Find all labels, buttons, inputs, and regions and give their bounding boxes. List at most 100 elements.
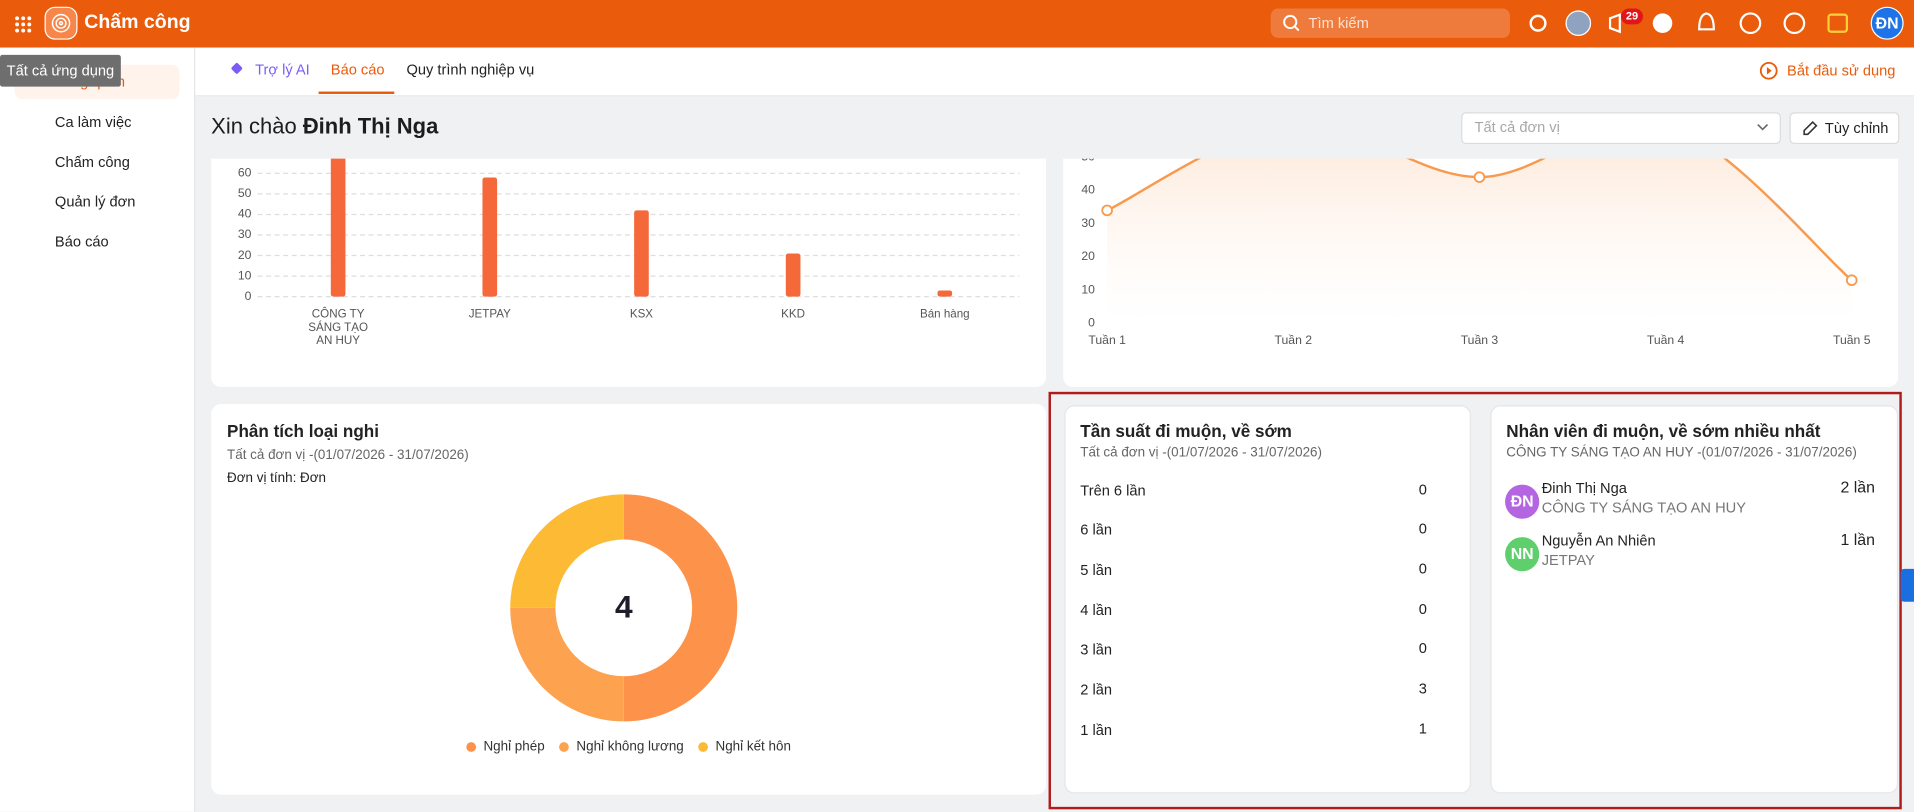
y-tick-label: 40	[238, 207, 252, 221]
line-point	[1101, 204, 1113, 217]
x-tick-label: KSX	[629, 307, 654, 322]
legend-label: Nghỉ kết hôn	[715, 739, 791, 755]
gift-icon[interactable]	[1827, 13, 1848, 33]
search-placeholder[interactable]: Tìm kiếm	[1308, 14, 1369, 32]
frequency-label[interactable]: 3 lần	[1080, 640, 1113, 658]
y-tick-label: 50	[1081, 159, 1095, 164]
x-tick-label: Tuần 2	[1275, 333, 1313, 347]
employees-title: Nhân viên đi muộn, về sớm nhiều nhất	[1506, 421, 1821, 441]
content-inner: 0 10 20 30 40 50 60 0 10 20 30 40 50 Tuần 1 Tuần 2 Tuần…	[195, 158, 1914, 812]
x-tick-label: JETPAY	[468, 307, 511, 322]
frequency-card	[1064, 405, 1471, 794]
line-area	[1107, 158, 1852, 324]
start-link[interactable]: Bắt đầu sử dụng	[1787, 62, 1896, 80]
highlight-box	[1048, 391, 1902, 810]
frequency-label[interactable]: 2 lần	[1080, 681, 1113, 699]
user-avatar[interactable]	[1870, 6, 1904, 40]
employees-card	[1490, 405, 1899, 794]
settings-icon[interactable]	[1529, 14, 1547, 32]
frequency-count: 3	[1418, 679, 1427, 697]
apps-icon[interactable]	[15, 16, 32, 33]
employee-avatar: ĐN	[1505, 484, 1540, 519]
frequency-label[interactable]: 1 lần	[1080, 721, 1113, 739]
content: 0 10 20 30 40 50 60 0 10 20 30 40 50 Tuần 1 Tuần 2 Tuần…	[195, 158, 1914, 812]
tab[interactable]: Trợ lý AI	[255, 61, 310, 79]
employee-name[interactable]: Nguyễn An Nhiên	[1541, 532, 1656, 550]
pie-title: Phân tích loại nghi	[227, 421, 379, 441]
pie-legend: Nghỉ phép Nghỉ không lương Nghỉ kết hôn	[211, 737, 1046, 757]
employee-count: 1 lần	[1840, 530, 1875, 549]
sidebar-item[interactable]: Báo cáo	[54, 233, 109, 251]
edit-icon	[1803, 120, 1818, 136]
legend-dot	[698, 742, 709, 752]
search-icon	[1294, 26, 1300, 32]
tab[interactable]: Báo cáo	[330, 61, 385, 79]
x-tick-label: Tuần 4	[1647, 333, 1685, 347]
y-tick-label: 30	[238, 227, 252, 241]
greeting-name: Đinh Thị Nga	[302, 114, 439, 139]
chat-icon[interactable]	[1652, 13, 1673, 33]
bar	[482, 177, 498, 297]
y-tick-label: 30	[1081, 216, 1095, 230]
sidebar-item[interactable]: Quản lý đơn	[54, 192, 136, 210]
pie-card	[211, 404, 1047, 795]
donut-slice	[623, 494, 738, 722]
frequency-count: 1	[1418, 720, 1427, 738]
pie-unit-note: Đơn vị tính: Đơn	[227, 471, 327, 486]
legend-item[interactable]: Nghỉ không lương	[559, 737, 684, 757]
announce-icon[interactable]	[1608, 13, 1621, 34]
customize-button[interactable]	[1789, 112, 1900, 145]
sidebar-item[interactable]: Ca làm việc	[54, 113, 132, 131]
search-box[interactable]	[1270, 8, 1510, 38]
y-tick-label: 20	[238, 248, 252, 262]
tooltip: Tất cả ứng dụng	[0, 54, 121, 87]
employee-name[interactable]: Đinh Thị Nga	[1541, 479, 1627, 497]
legend-dot	[559, 742, 570, 752]
bell-icon[interactable]	[1698, 12, 1715, 31]
y-tick-label: 0	[1088, 316, 1095, 330]
donut-slice	[510, 607, 624, 722]
sidebar-item[interactable]: Chấm công	[54, 153, 130, 171]
greeting-prefix: Xin chào	[211, 114, 297, 139]
y-tick-label: 0	[245, 289, 252, 303]
donut-slice	[510, 494, 624, 608]
start-icon	[1759, 61, 1778, 80]
tab[interactable]: Quy trình nghiệp vụ	[406, 61, 535, 79]
bar	[634, 210, 649, 297]
frequency-label[interactable]: 6 lần	[1080, 521, 1113, 539]
frequency-label[interactable]: 4 lần	[1080, 601, 1113, 619]
employee-count: 2 lần	[1840, 477, 1875, 497]
unit-dropdown[interactable]	[1461, 112, 1781, 145]
frequency-label[interactable]: 5 lần	[1080, 561, 1113, 579]
more-icon[interactable]	[1783, 12, 1806, 35]
badge	[1621, 8, 1644, 25]
line-point	[1845, 274, 1858, 287]
sidebar	[0, 47, 196, 812]
side-panel-toggle[interactable]	[1900, 568, 1914, 602]
help-icon[interactable]	[1739, 12, 1762, 35]
legend-item[interactable]: Nghỉ phép	[466, 737, 545, 757]
x-tick-label: KKD	[781, 307, 806, 322]
x-tick-label: Tuần 1	[1088, 333, 1126, 347]
logo-fingerprint	[51, 13, 71, 33]
dropdown-chevron	[1757, 123, 1769, 131]
tab-underline	[318, 91, 395, 94]
greeting: Xin chào Đinh Thị Nga	[211, 114, 438, 140]
tab-bar	[195, 47, 1914, 97]
y-tick-label: 10	[238, 268, 252, 282]
frequency-count: 0	[1418, 600, 1427, 618]
line-point	[1473, 171, 1486, 183]
profile-icon[interactable]	[1565, 10, 1592, 37]
unit-placeholder: Tất cả đơn vị	[1474, 118, 1560, 136]
legend-item[interactable]: Nghỉ kết hôn	[698, 737, 791, 757]
x-tick-label: Bán hàng	[919, 307, 970, 322]
frequency-label[interactable]: Trên 6 lần	[1080, 482, 1146, 500]
y-tick-label: 10	[1081, 282, 1095, 296]
pie-subtitle: Tất cả đơn vị -(01/07/2026 - 31/07/2026)	[227, 447, 469, 463]
frequency-count: 0	[1418, 639, 1427, 657]
y-tick-label: 40	[1081, 183, 1095, 197]
user-initials[interactable]: ĐN	[1875, 14, 1899, 33]
